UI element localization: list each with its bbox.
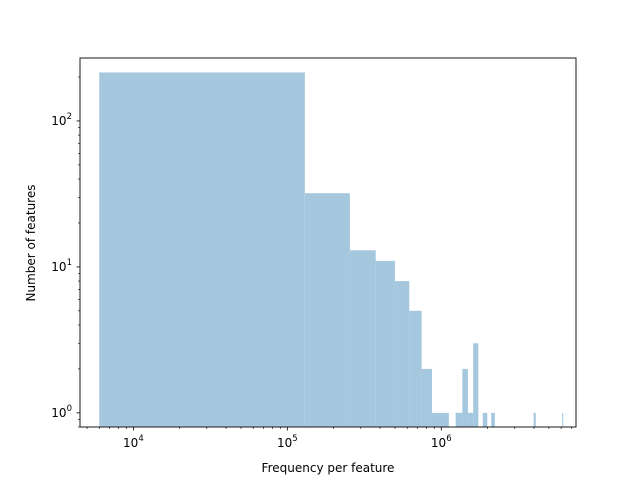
histogram-bar <box>562 412 564 427</box>
histogram-bar <box>304 193 350 427</box>
y-tick-label: 101 <box>51 258 72 274</box>
histogram-bar <box>491 412 495 427</box>
histogram-bar <box>482 412 488 427</box>
x-tick-label: 106 <box>431 434 452 450</box>
y-axis-title: Number of features <box>24 185 38 302</box>
plot-frame <box>79 57 577 428</box>
histogram-bar <box>409 310 422 427</box>
x-tick-label: 104 <box>123 434 144 450</box>
y-tick-label: 102 <box>51 112 72 128</box>
bars-group <box>99 72 564 427</box>
y-axis-ticks: 100 101 102 <box>51 76 80 428</box>
histogram-bar <box>394 281 410 427</box>
histogram-bar <box>462 368 468 427</box>
histogram-bar <box>99 72 305 427</box>
histogram-bar <box>431 412 449 427</box>
histogram-bar <box>455 412 463 427</box>
x-axis-title: Frequency per feature <box>262 461 395 475</box>
histogram-bar <box>473 343 479 427</box>
histogram-bar <box>375 260 395 427</box>
histogram-bar <box>421 368 432 427</box>
y-tick-label: 100 <box>51 404 72 420</box>
histogram-bar <box>533 412 536 427</box>
x-tick-label: 105 <box>277 434 298 450</box>
histogram-bar <box>349 250 376 427</box>
histogram-bar <box>467 412 474 427</box>
